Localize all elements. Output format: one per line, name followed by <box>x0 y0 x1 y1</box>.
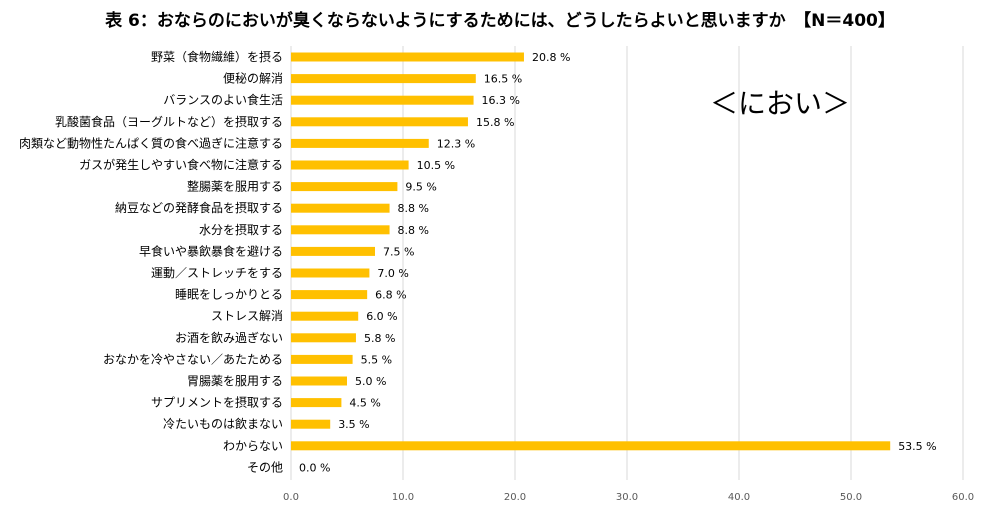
category-label: ガスが発生しやすい食べ物に注意する <box>79 157 283 172</box>
category-label: おなかを冷やさない／あたためる <box>103 352 283 366</box>
category-label: 整腸薬を服用する <box>187 179 283 194</box>
data-label: 15.8 % <box>476 116 514 129</box>
bar <box>291 419 331 429</box>
bar <box>291 117 468 127</box>
bars <box>291 52 891 451</box>
category-label: 冷たいものは飲まない <box>163 416 283 431</box>
category-label: 睡眠をしっかりとる <box>175 288 283 302</box>
data-label: 8.8 % <box>398 224 429 237</box>
category-label: 早食いや暴飲暴食を避ける <box>139 243 283 258</box>
data-label: 8.8 % <box>398 202 429 215</box>
category-label: 納豆などの発酵食品を摂取する <box>115 200 283 215</box>
category-label: 運動／ストレッチをする <box>151 266 283 280</box>
x-tick-label: 10.0 <box>392 492 414 503</box>
data-label: 9.5 % <box>405 181 436 194</box>
bar <box>291 376 347 386</box>
x-tick-label: 60.0 <box>952 492 974 503</box>
x-tick-label: 30.0 <box>616 492 638 503</box>
bar <box>291 268 370 278</box>
bar <box>291 441 891 451</box>
data-label: 7.0 % <box>377 267 408 280</box>
bar <box>291 138 429 148</box>
data-label: 5.5 % <box>361 353 392 366</box>
data-label: 7.5 % <box>383 245 414 258</box>
category-label: 野菜（食物繊維）を摂る <box>151 49 283 64</box>
category-label: わからない <box>223 439 283 453</box>
bar <box>291 74 476 84</box>
category-label: サプリメントを摂取する <box>151 395 283 410</box>
category-label: 肉類など動物性たんぱく質の食べ過ぎに注意する <box>19 135 283 150</box>
bar <box>291 354 353 364</box>
data-label: 16.3 % <box>482 94 520 107</box>
bar <box>291 160 409 170</box>
chart-annotation: ＜におい＞ <box>710 87 850 120</box>
bar <box>291 203 390 213</box>
bar <box>291 182 398 192</box>
x-tick-label: 20.0 <box>504 492 526 503</box>
category-labels: 野菜（食物繊維）を摂る便秘の解消バランスのよい食生活乳酸菌食品（ヨーグルトなど）… <box>19 49 283 474</box>
data-label: 6.0 % <box>366 310 397 323</box>
bar <box>291 290 368 300</box>
bar <box>291 95 474 105</box>
category-label: お酒を飲み過ぎない <box>175 330 283 345</box>
category-label: バランスのよい食生活 <box>163 92 283 107</box>
x-tick-label: 50.0 <box>840 492 862 503</box>
data-label: 5.0 % <box>355 375 386 388</box>
x-tick-label: 40.0 <box>728 492 750 503</box>
chart-title: 表 6：おならのにおいが臭くならないようにするためには、どうしたらよいと思います… <box>105 11 895 31</box>
value-labels: 20.8 % 16.5 % 16.3 % 15.8 %12.3 % 10.5 % 9.5 … <box>299 51 937 474</box>
x-tick-label: 0.0 <box>283 492 299 503</box>
data-label: 3.5 % <box>338 418 369 431</box>
category-label: その他 <box>247 460 283 474</box>
data-label: 6.8 % <box>375 289 406 302</box>
bar <box>291 225 390 235</box>
data-label: 0.0 % <box>299 461 330 474</box>
category-label: 便秘の解消 <box>223 72 283 86</box>
category-label: 水分を摂取する <box>199 222 283 237</box>
data-label: 12.3 % <box>437 137 475 150</box>
bar <box>291 333 356 343</box>
data-label: 16.5 % <box>484 73 522 86</box>
category-label: 胃腸薬を服用する <box>187 374 283 388</box>
bar <box>291 398 342 408</box>
bar <box>291 246 375 256</box>
data-label: 5.8 % <box>364 332 395 345</box>
bar <box>291 311 359 321</box>
category-label: ストレス解消 <box>211 309 283 323</box>
bar <box>291 52 524 62</box>
data-label: 20.8 % <box>532 51 570 64</box>
category-label: 乳酸菌食品（ヨーグルトなど）を摂取する <box>55 114 283 129</box>
data-label: 10.5 % <box>417 159 455 172</box>
gridlines <box>290 46 964 480</box>
x-tick-labels: 0.0 10.0 20.0 30.0 40.0 50.0 60.0 <box>283 492 974 503</box>
data-label: 4.5 % <box>349 397 380 410</box>
data-label: 53.5 % <box>898 440 936 453</box>
